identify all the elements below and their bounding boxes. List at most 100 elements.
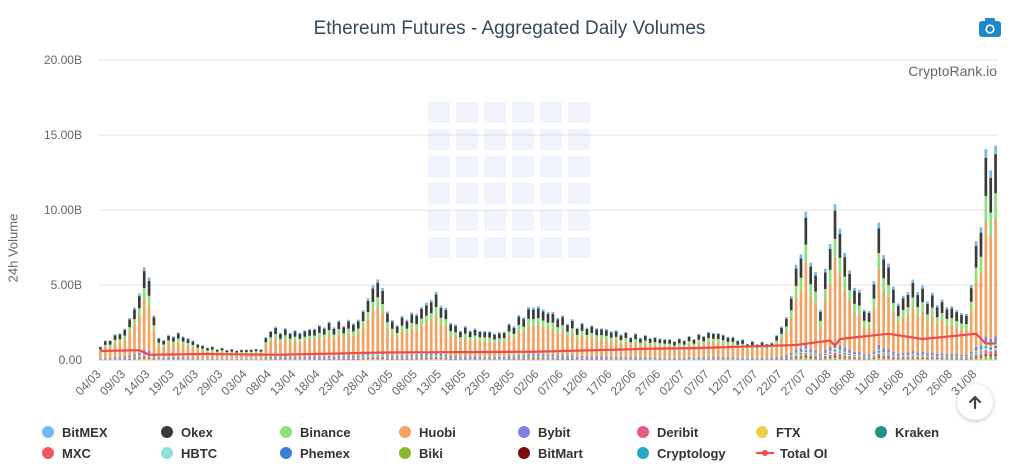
bar-segment-bybit xyxy=(488,356,491,358)
bar-segment-binance xyxy=(327,330,331,335)
x-tick-label: 03/04 xyxy=(219,367,250,398)
bar-segment-binance xyxy=(527,318,530,326)
bar-segment-cryptology xyxy=(843,351,847,352)
legend-item-total-oi[interactable]: Total OI xyxy=(756,446,827,461)
bar-segment-okex xyxy=(473,329,477,336)
bar-segment-bybit xyxy=(420,354,423,356)
bar-segment-hbtc xyxy=(921,355,924,357)
bar-segment-bybit xyxy=(770,358,774,359)
scroll-top-button[interactable] xyxy=(957,384,993,420)
bar-segment-biki xyxy=(935,358,939,360)
bar-segment-bybit xyxy=(643,357,647,358)
bar-segment-mxc xyxy=(804,353,808,355)
legend-item-biki[interactable]: Biki xyxy=(399,446,443,461)
bar-segment-mxc xyxy=(935,357,939,359)
bar-segment-bybit xyxy=(926,353,929,356)
legend-item-bitmart[interactable]: BitMart xyxy=(518,446,583,461)
legend-item-phemex[interactable]: Phemex xyxy=(280,446,350,461)
bar-segment-bybit xyxy=(867,354,871,357)
bar-segment-biki xyxy=(916,358,920,360)
bar-segment-okex xyxy=(108,340,112,345)
legend-item-mxc[interactable]: MXC xyxy=(42,446,91,461)
bar-segment-okex xyxy=(176,333,180,339)
bar-segment-bybit xyxy=(775,357,778,358)
bar-segment-okex xyxy=(906,294,910,308)
bar-segment-bitmex xyxy=(678,338,681,340)
bar-segment-okex xyxy=(425,305,428,316)
bar-segment-mxc xyxy=(838,354,842,356)
bar-segment-bitmex xyxy=(361,310,365,313)
x-tick-label: 06/08 xyxy=(827,367,858,398)
legend-item-bitmex[interactable]: BitMEX xyxy=(42,425,108,440)
bar-segment-binance xyxy=(502,338,506,342)
bar-segment-binance xyxy=(298,338,302,343)
camera-icon[interactable] xyxy=(979,18,1001,37)
bar-segment-bybit xyxy=(906,352,910,355)
bar-segment-ftx xyxy=(882,352,886,354)
bar-segment-hbtc xyxy=(862,357,866,358)
legend-item-huobi[interactable]: Huobi xyxy=(399,425,456,440)
x-tick-label: 28/04 xyxy=(340,367,371,398)
bar-segment-biki xyxy=(138,358,141,360)
x-tick-label: 13/05 xyxy=(413,367,444,398)
bar-segment-mxc xyxy=(911,356,915,358)
legend-item-ftx[interactable]: FTX xyxy=(756,425,801,440)
bar-segment-biki xyxy=(877,357,881,360)
bar-segment-huobi xyxy=(629,345,633,358)
bar-segment-bybit xyxy=(361,354,365,356)
bar-segment-bitmex xyxy=(142,267,146,272)
legend-item-kraken[interactable]: Kraken xyxy=(875,425,939,440)
bar-segment-bybit xyxy=(697,357,701,358)
bar-segment-bitmex xyxy=(196,343,200,345)
bar-segment-binance xyxy=(653,342,657,345)
bar-segment-bybit xyxy=(721,357,725,358)
legend-item-binance[interactable]: Binance xyxy=(280,425,351,440)
bar-segment-okex xyxy=(804,217,808,245)
bar-segment-ftx xyxy=(536,355,540,357)
bar-segment-bitmex xyxy=(789,296,793,299)
bar-segment-binance xyxy=(498,338,501,342)
bar-segment-bitmex xyxy=(867,310,871,313)
bar-segment-bybit xyxy=(556,355,560,357)
bar-segment-binance xyxy=(965,324,968,330)
bar-segment-mxc xyxy=(969,356,973,358)
chart-plot: 0.00 5.00B 10.00B 15.00B 20.00B 04/0309/0314/… xyxy=(44,53,998,398)
bar-segment-binance xyxy=(128,327,131,333)
bar-segment-bybit xyxy=(108,357,112,359)
bar-segment-phemex xyxy=(984,347,988,349)
bar-segment-huobi xyxy=(712,342,715,357)
bar-segment-okex xyxy=(186,339,190,344)
legend-item-bybit[interactable]: Bybit xyxy=(518,425,571,440)
legend-item-hbtc[interactable]: HBTC xyxy=(161,446,217,461)
bar-segment-bitmex xyxy=(760,341,764,343)
legend-item-deribit[interactable]: Deribit xyxy=(637,425,698,440)
legend-item-cryptology[interactable]: Cryptology xyxy=(637,446,726,461)
bar-segment-bitmex xyxy=(746,343,749,345)
bar-segment-bybit xyxy=(702,357,706,359)
bar-segment-binance xyxy=(673,345,676,348)
legend-marker xyxy=(42,447,54,459)
bar-segment-bitmex xyxy=(264,337,268,339)
bar-segment-hbtc xyxy=(901,356,905,358)
legend-item-okex[interactable]: Okex xyxy=(161,425,213,440)
bar-segment-bybit xyxy=(390,355,394,357)
bar-segment-hbtc xyxy=(896,356,900,358)
bar-segment-binance xyxy=(580,330,584,336)
bar-segment-bybit xyxy=(118,357,122,358)
bar-segment-bitmex xyxy=(726,336,730,338)
bar-segment-bitmex xyxy=(352,323,355,325)
bar-segment-hbtc xyxy=(532,357,535,358)
bar-segment-okex xyxy=(546,313,550,323)
bar-segment-huobi xyxy=(522,331,526,356)
x-tick-label: 07/07 xyxy=(681,367,712,398)
bar-segment-bybit xyxy=(639,357,642,359)
bar-segment-binance xyxy=(176,338,180,342)
bar-segment-binance xyxy=(716,338,720,343)
bar-segment-bybit xyxy=(809,349,813,353)
bar-segment-bybit xyxy=(653,357,657,359)
legend-label: MXC xyxy=(62,446,91,461)
bar-segment-bitmex xyxy=(167,334,170,336)
bar-segment-hbtc xyxy=(138,356,141,357)
bar-segment-deribit xyxy=(853,357,856,359)
bar-segment-deribit xyxy=(858,357,861,359)
